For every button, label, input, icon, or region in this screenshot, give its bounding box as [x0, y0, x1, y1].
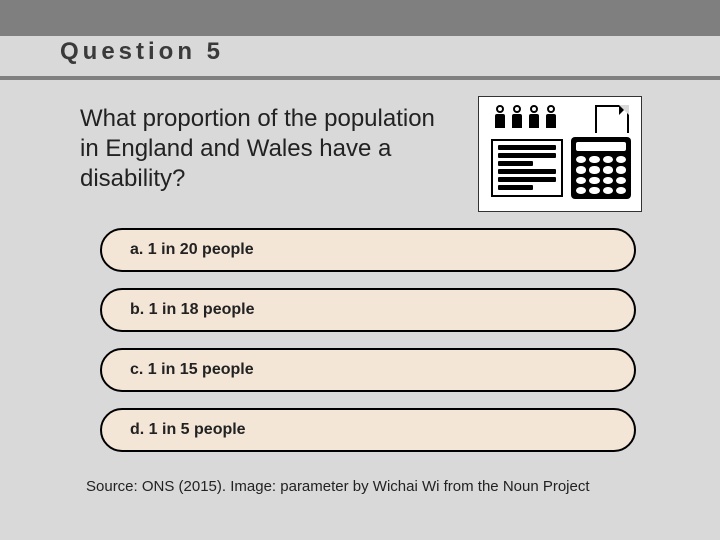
option-label: a. 1 in 20 people [130, 241, 254, 259]
demographics-parameter-icon [489, 105, 631, 203]
option-d[interactable]: d. 1 in 5 people [100, 408, 636, 452]
title-underline [0, 76, 720, 80]
option-c[interactable]: c. 1 in 15 people [100, 348, 636, 392]
question-graphic-box [478, 96, 642, 212]
option-b[interactable]: b. 1 in 18 people [100, 288, 636, 332]
option-label: d. 1 in 5 people [130, 421, 246, 439]
question-number-title: Question 5 [60, 38, 224, 66]
header-bar [0, 0, 720, 36]
option-label: b. 1 in 18 people [130, 301, 254, 319]
source-citation: Source: ONS (2015). Image: parameter by … [86, 478, 590, 495]
option-label: c. 1 in 15 people [130, 361, 254, 379]
question-text: What proportion of the population in Eng… [80, 104, 440, 194]
option-a[interactable]: a. 1 in 20 people [100, 228, 636, 272]
options-list: a. 1 in 20 people b. 1 in 18 people c. 1… [100, 228, 636, 452]
